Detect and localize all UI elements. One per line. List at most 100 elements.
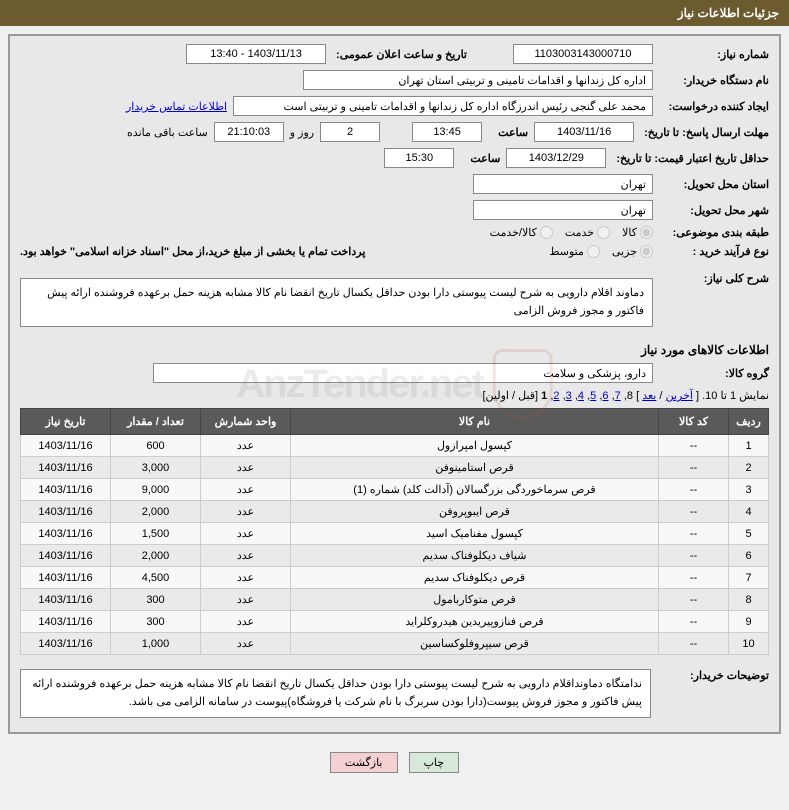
cell-qty: 2,000 [111,501,201,523]
cell-name: کپسول امپرازول [291,435,659,457]
deadline-time: 13:45 [412,122,482,142]
cell-unit: عدد [201,435,291,457]
process-note: پرداخت تمام یا بخشی از مبلغ خرید،از محل … [20,245,365,258]
cell-date: 1403/11/16 [21,479,111,501]
cell-qty: 1,500 [111,523,201,545]
cell-qty: 1,000 [111,633,201,655]
cell-qty: 4,500 [111,567,201,589]
requester-value: محمد علی گنجی رئیس اندرزگاه اداره کل زند… [233,96,653,116]
org-label: نام دستگاه خریدار: [659,74,769,87]
cell-unit: عدد [201,611,291,633]
cell-name: قرص سیپروفلوکساسین [291,633,659,655]
cell-unit: عدد [201,567,291,589]
request-no-label: شماره نیاز: [659,48,769,61]
org-value: اداره کل زندانها و اقدامات تامینی و تربی… [303,70,653,90]
cell-name: قرص متوکاربامول [291,589,659,611]
page-link[interactable]: 6 [602,390,608,402]
table-row: 5--کپسول مفنامیک اسیدعدد1,5001403/11/16 [21,523,769,545]
cell-qty: 300 [111,611,201,633]
category-label: طبقه بندی موضوعی: [659,226,769,239]
cell-code: -- [659,633,729,655]
cell-code: -- [659,457,729,479]
buyer-remarks-label: توضیحات خریدار: [659,663,769,682]
main-panel: شماره نیاز: 1103003143000710 تاریخ و ساع… [8,34,781,734]
group-value: دارو، پزشکی و سلامت [153,363,653,383]
cell-qty: 9,000 [111,479,201,501]
page-link[interactable]: 5 [590,390,596,402]
cell-code: -- [659,545,729,567]
days-suffix: روز و [290,126,314,139]
cell-name: قرص سرماخوردگی بزرگسالان (آدالت کلد) شما… [291,479,659,501]
time-label-2: ساعت [460,152,500,165]
pagination: نمایش 1 تا 10. [ آخرین / بعد ] 8, 7, 6, … [20,389,769,402]
table-row: 7--قرص دیکلوفناک سدیمعدد4,5001403/11/16 [21,567,769,589]
th-qty: تعداد / مقدار [111,409,201,435]
th-unit: واحد شمارش [201,409,291,435]
cell-name: قرص ایبوپروفن [291,501,659,523]
table-row: 3--قرص سرماخوردگی بزرگسالان (آدالت کلد) … [21,479,769,501]
cell-n: 4 [729,501,769,523]
radio-both[interactable]: کالا/خدمت [490,226,553,239]
table-row: 1--کپسول امپرازولعدد6001403/11/16 [21,435,769,457]
table-row: 10--قرص سیپروفلوکساسینعدد1,0001403/11/16 [21,633,769,655]
cell-date: 1403/11/16 [21,545,111,567]
process-label: نوع فرآیند خرید : [659,245,769,258]
validity-time: 15:30 [384,148,454,168]
cell-code: -- [659,589,729,611]
cell-date: 1403/11/16 [21,501,111,523]
cell-date: 1403/11/16 [21,589,111,611]
cell-date: 1403/11/16 [21,567,111,589]
cell-name: شیاف دیکلوفناک سدیم [291,545,659,567]
overall-desc-label: شرح کلی نیاز: [659,272,769,285]
cell-date: 1403/11/16 [21,435,111,457]
cell-n: 6 [729,545,769,567]
page-last-link[interactable]: آخرین [666,390,693,402]
announce-dt-label: تاریخ و ساعت اعلان عمومی: [332,48,467,61]
radio-medium[interactable]: متوسط [549,245,600,258]
page-link[interactable]: 4 [578,390,584,402]
requester-label: ایجاد کننده درخواست: [659,100,769,113]
radio-service[interactable]: خدمت [565,226,610,239]
cell-date: 1403/11/16 [21,633,111,655]
time-label-1: ساعت [488,126,528,139]
cell-code: -- [659,611,729,633]
cell-n: 10 [729,633,769,655]
table-row: 4--قرص ایبوپروفنعدد2,0001403/11/16 [21,501,769,523]
province-label: استان محل تحویل: [659,178,769,191]
city-value: تهران [473,200,653,220]
items-table: ردیف کد کالا نام کالا واحد شمارش تعداد /… [20,408,769,655]
city-label: شهر محل تحویل: [659,204,769,217]
cell-name: قرص دیکلوفناک سدیم [291,567,659,589]
cell-n: 7 [729,567,769,589]
cell-code: -- [659,523,729,545]
table-row: 8--قرص متوکاربامولعدد3001403/11/16 [21,589,769,611]
validity-date: 1403/12/29 [506,148,606,168]
deadline-label: مهلت ارسال پاسخ: تا تاریخ: [640,126,769,139]
category-radio-group: کالا خدمت کالا/خدمت [490,226,653,239]
cell-date: 1403/11/16 [21,523,111,545]
cell-n: 9 [729,611,769,633]
page-next-link[interactable]: بعد [642,390,656,402]
cell-code: -- [659,501,729,523]
request-no-value: 1103003143000710 [513,44,653,64]
cell-date: 1403/11/16 [21,611,111,633]
cell-name: کپسول مفنامیک اسید [291,523,659,545]
cell-n: 2 [729,457,769,479]
page-current: 1 [541,390,547,402]
th-name: نام کالا [291,409,659,435]
announce-dt-value: 1403/11/13 - 13:40 [186,44,326,64]
buyer-contact-link[interactable]: اطلاعات تماس خریدار [126,100,227,113]
radio-minor[interactable]: جزیی [612,245,653,258]
cell-qty: 300 [111,589,201,611]
page-title-bar: جزئیات اطلاعات نیاز [0,0,789,26]
cell-unit: عدد [201,589,291,611]
radio-goods[interactable]: کالا [622,226,653,239]
back-button[interactable]: بازگشت [330,752,398,773]
cell-unit: عدد [201,479,291,501]
cell-code: -- [659,435,729,457]
print-button[interactable]: چاپ [409,752,460,773]
page-link[interactable]: 3 [566,390,572,402]
cell-n: 5 [729,523,769,545]
days-remaining: 2 [320,122,380,142]
page-link[interactable]: 2 [553,390,559,402]
